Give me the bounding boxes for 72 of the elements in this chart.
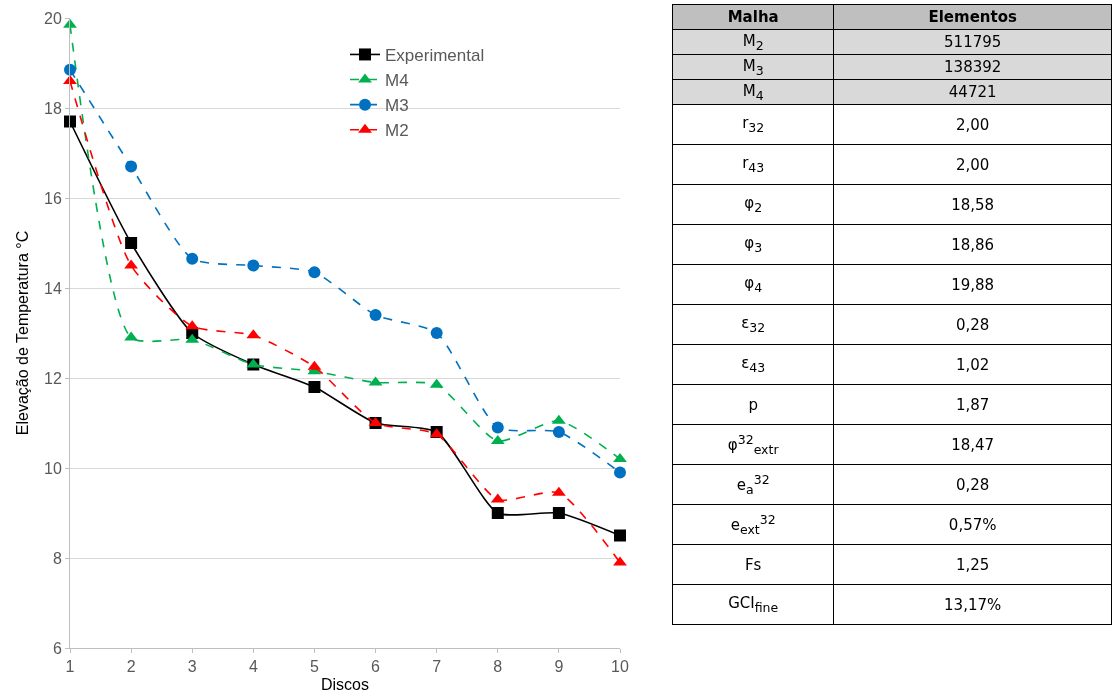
x-tick-label: 7 <box>432 658 442 676</box>
point <box>125 237 138 249</box>
y-tick-label: 10 <box>44 459 62 477</box>
legend-label: M3 <box>385 96 409 116</box>
category-label: φ$_{2}$ <box>744 194 763 215</box>
text: 44721 <box>948 83 997 101</box>
category-label: p <box>748 395 758 414</box>
y-tick-label: 8 <box>52 549 62 567</box>
legend-label: M2 <box>385 121 409 141</box>
x-tick-label: 4 <box>248 658 258 676</box>
category-label: φ$_{3}$ <box>744 234 763 255</box>
category-label: r$_{32}$ <box>742 114 765 135</box>
x-tick-label: 1 <box>65 658 75 676</box>
point <box>552 507 565 519</box>
text: 0,57% <box>948 515 997 534</box>
category-label: M$_{3}$ <box>742 56 764 78</box>
category-label: Malha <box>672 4 834 30</box>
point <box>613 556 627 566</box>
y-tick-label: 16 <box>44 189 62 207</box>
category-label: GCI$_{fine}$ <box>728 594 779 615</box>
text: 19,88 <box>951 275 995 294</box>
category-label: M$_{2}$ <box>742 31 764 53</box>
point <box>614 466 626 479</box>
x-tick-label: 3 <box>187 658 197 676</box>
text: 138392 <box>944 58 1002 76</box>
text: 1,87 <box>955 395 990 414</box>
x-tick-label: 10 <box>611 658 629 676</box>
text: 2,00 <box>955 155 990 174</box>
point <box>614 529 626 542</box>
point <box>247 259 260 272</box>
y-tick-label: 12 <box>44 369 62 387</box>
point <box>308 266 321 279</box>
text: 18,58 <box>951 195 995 214</box>
x-tick-label: 5 <box>309 658 319 676</box>
x-tick-label: 6 <box>371 658 381 676</box>
text: 18,47 <box>951 435 995 454</box>
category-label: M$_{4}$ <box>742 81 764 103</box>
legend-label: Experimental <box>385 46 485 66</box>
x-tick-label: 8 <box>493 658 503 676</box>
text: 511795 <box>944 33 1002 51</box>
text: 0,28 <box>955 315 990 334</box>
y-axis-title: Elevação de Temperatura °C <box>14 230 31 436</box>
text: 1,02 <box>955 355 990 374</box>
category-label: ε$_{43}$ <box>741 354 766 375</box>
x-axis-title: Discos <box>320 675 370 693</box>
point <box>186 252 199 265</box>
point <box>491 421 504 434</box>
category-label: ε$_{32}$ <box>741 314 766 335</box>
text: 18,86 <box>951 235 995 254</box>
category-label: φ$_{4}$ <box>744 274 763 295</box>
category-label: Elementos <box>833 4 1112 30</box>
category-label: Fs <box>744 555 762 574</box>
point <box>552 426 565 438</box>
point <box>491 507 504 519</box>
point <box>64 115 76 128</box>
point <box>308 381 321 393</box>
text: 1,25 <box>955 555 990 574</box>
x-tick-label: 2 <box>126 658 136 676</box>
text: 0,28 <box>955 475 990 494</box>
text: 2,00 <box>955 115 990 134</box>
text: 13,17% <box>944 595 1002 614</box>
category-label: r$_{43}$ <box>742 154 765 175</box>
y-tick-label: 14 <box>44 279 62 297</box>
point <box>63 18 77 28</box>
y-tick-label: 18 <box>44 99 62 117</box>
point <box>369 309 382 321</box>
x-tick-label: 9 <box>554 658 564 676</box>
point <box>430 327 443 339</box>
y-tick-label: 20 <box>44 9 62 27</box>
legend-label: M4 <box>385 71 409 91</box>
point <box>125 160 138 173</box>
y-tick-label: 6 <box>52 639 62 657</box>
